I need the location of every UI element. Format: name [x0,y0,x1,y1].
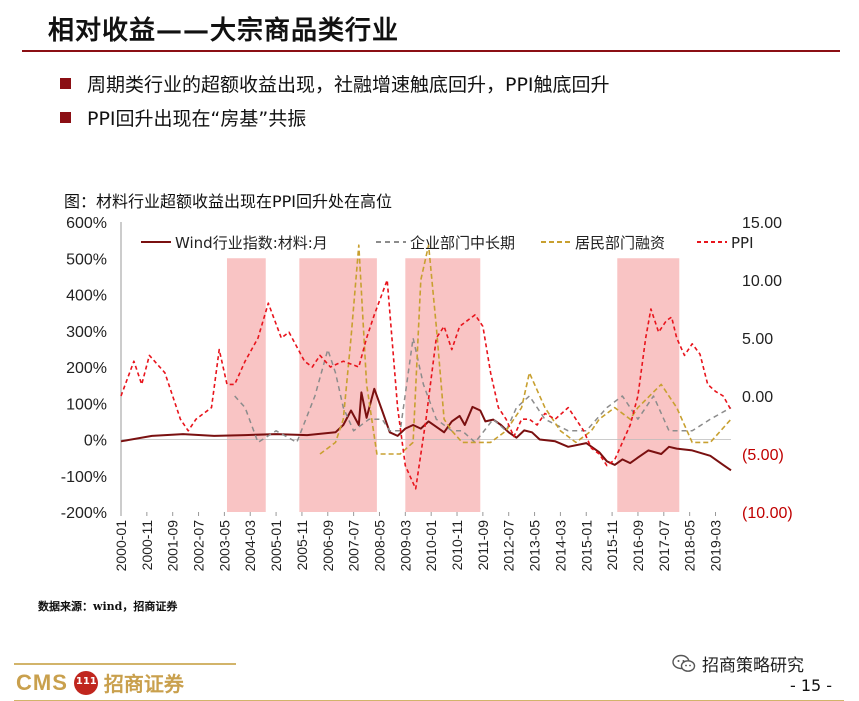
bullet-square-icon [60,78,71,89]
x-tick-label: 2000-11 [139,520,155,571]
x-tick-label: 2005-11 [294,520,310,571]
x-tick-label: 2015-11 [604,520,620,571]
logo-text: CMS [16,669,68,695]
left-tick-label: 600% [66,215,107,232]
shaded-period [299,258,377,512]
series-line-4 [120,279,732,490]
left-tick-label: 0% [84,433,107,450]
right-tick-label: 0.00 [742,389,773,406]
x-tick-label: 2010-11 [449,520,465,571]
bullet-text: 周期类行业的超额收益出现，社融增速触底回升，PPI触底回升 [87,74,610,96]
legend-label: 企业部门中长期 [410,234,515,252]
shaded-period [617,258,680,512]
left-tick-label: 400% [66,288,107,305]
x-tick-label: 2017-07 [656,520,672,572]
line-chart: -200% -100% 0% 100% 200% 300% 400% 500% 600% (10.… [61,215,793,572]
x-tick-label: 2001-09 [165,520,181,572]
x-tick-label: 2016-09 [630,520,646,572]
x-tick-label: 2003-05 [216,520,232,572]
wechat-account-name: 招商策略研究 [702,656,804,676]
x-tick-label: 2019-03 [707,520,723,572]
legend-label: PPI [731,234,754,252]
brand-logo: CMS 招商证券 [16,668,184,697]
legend-label: Wind行业指数:材料:月 [175,234,328,252]
right-tick-label: 15.00 [742,215,782,232]
left-tick-label: 300% [66,324,107,341]
legend-label: 居民部门融资 [575,234,665,252]
x-tick-label: 2015-01 [578,520,594,572]
x-tick-label: 2006-09 [320,520,336,572]
source-note: 数据来源：wind，招商证券 [38,600,178,613]
logo-company-name: 招商证券 [103,672,184,696]
x-tick-label: 2005-01 [268,520,284,572]
right-tick-label: (5.00) [742,447,784,464]
x-tick-label: 2010-01 [423,520,439,572]
wechat-icon [672,654,696,672]
x-tick-label: 2014-03 [552,520,568,572]
x-tick-label: 2008-05 [371,520,387,572]
shaded-period [405,258,481,512]
right-tick-label: (10.00) [742,505,793,522]
figure-title: 图：材料行业超额收益出现在PPI回升处在高位 [64,192,393,211]
x-tick-label: 2011-09 [475,520,491,571]
footer-divider [14,663,236,665]
x-tick-label: 2012-07 [501,520,517,572]
bullet-text: PPI回升出现在“房基”共振 [87,108,307,130]
left-tick-label: 500% [66,251,107,268]
series-line-1 [120,387,732,472]
x-tick-label: 2002-07 [191,520,207,572]
page-title: 相对收益——大宗商品类行业 [48,16,400,46]
x-tick-label: 2004-03 [242,520,258,572]
left-tick-label: 200% [66,360,107,377]
right-tick-label: 10.00 [742,273,782,290]
series-line-2 [234,337,732,444]
wechat-account: 招商策略研究 [672,651,804,676]
page-number: - 15 - [790,676,833,695]
title-divider [22,50,840,52]
left-tick-label: -200% [61,505,107,522]
x-tick-label: 2007-07 [346,520,362,572]
bullet-item: 周期类行业的超额收益出现，社融增速触底回升，PPI触底回升 [60,70,610,97]
bullet-item: PPI回升出现在“房基”共振 [60,104,306,131]
right-tick-label: 5.00 [742,331,773,348]
bullet-square-icon [60,112,71,123]
left-tick-label: 100% [66,396,107,413]
logo-emblem-icon [73,670,98,695]
x-tick-label: 2000-01 [113,520,129,572]
x-tick-label: 2018-05 [682,520,698,572]
x-tick-label: 2013-05 [527,520,543,572]
left-tick-label: -100% [61,469,107,486]
x-tick-label: 2009-03 [397,520,413,572]
